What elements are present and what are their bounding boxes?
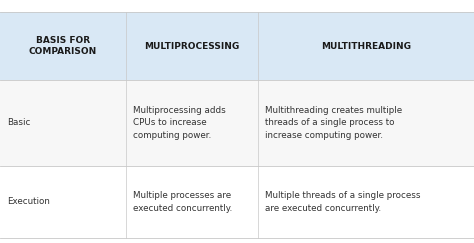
Text: Multiple threads of a single process
are executed concurrently.: Multiple threads of a single process are… <box>265 191 421 213</box>
Bar <box>0 80 474 166</box>
Text: Basic: Basic <box>7 118 30 127</box>
Bar <box>0 166 474 238</box>
Text: Multiple processes are
executed concurrently.: Multiple processes are executed concurre… <box>133 191 232 213</box>
Text: BASIS FOR
COMPARISON: BASIS FOR COMPARISON <box>29 36 97 56</box>
Text: MULTIPROCESSING: MULTIPROCESSING <box>145 42 239 51</box>
Text: Multithreading creates multiple
threads of a single process to
increase computin: Multithreading creates multiple threads … <box>265 105 402 140</box>
Text: Multiprocessing adds
CPUs to increase
computing power.: Multiprocessing adds CPUs to increase co… <box>133 105 226 140</box>
Text: Execution: Execution <box>7 198 50 207</box>
Text: MULTITHREADING: MULTITHREADING <box>321 42 411 51</box>
Bar <box>0 12 474 80</box>
